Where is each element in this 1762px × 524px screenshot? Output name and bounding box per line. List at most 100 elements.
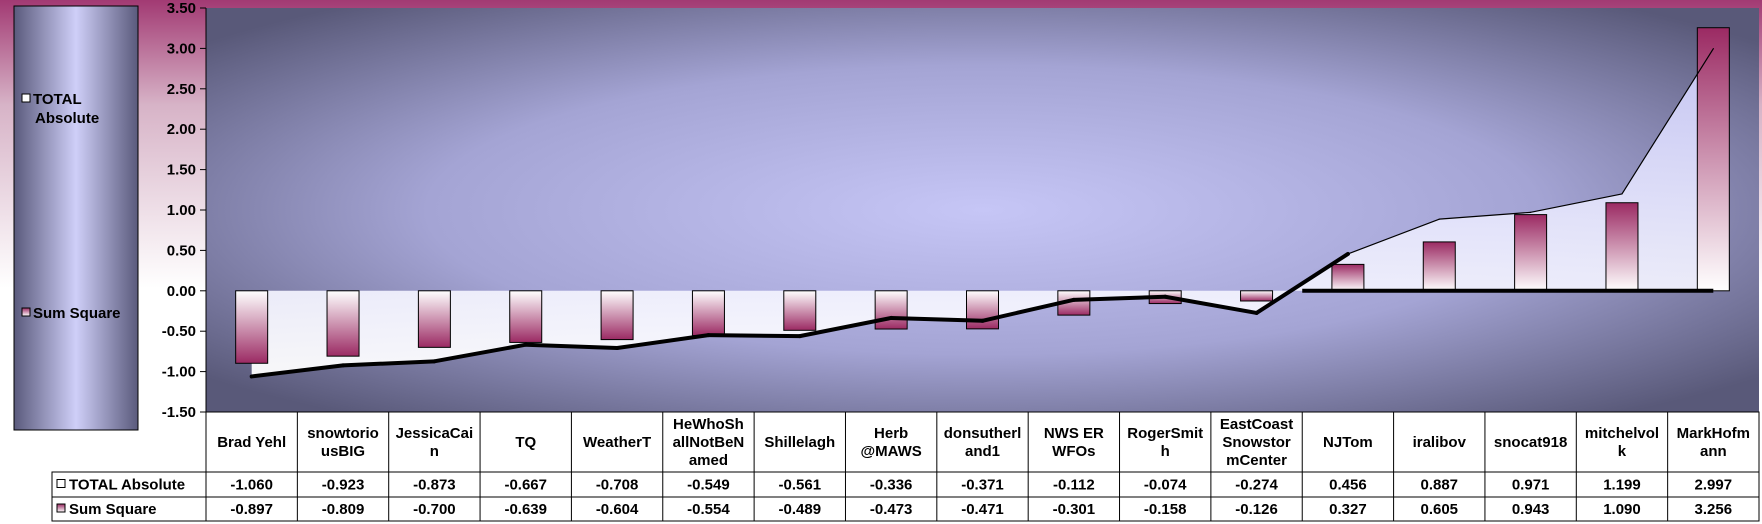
category-label: NWS ER: [1044, 425, 1104, 442]
y-tick-label: 1.00: [167, 202, 196, 219]
table-row-header: TOTAL Absolute: [69, 477, 185, 494]
bar: [874, 290, 908, 330]
category-label: Herb: [874, 425, 908, 442]
bar: [326, 290, 360, 357]
y-tick-label: 0.00: [167, 283, 196, 300]
bar: [1514, 214, 1548, 292]
area-outline-segment: [1621, 48, 1714, 195]
table-cell: 1.199: [1603, 477, 1641, 494]
category-label: snowtorio: [307, 425, 379, 442]
area-outline-segment: [980, 297, 1076, 323]
category-label: Shillelagh: [764, 434, 835, 451]
table-cell: 3.256: [1695, 501, 1733, 518]
area-outline-segment: [249, 363, 346, 379]
area-outline-segment: [1530, 193, 1623, 213]
legend-label: Sum Square: [33, 305, 121, 322]
table-cell: -0.549: [687, 477, 730, 494]
legend-key: [21, 93, 31, 103]
category-label: snocat918: [1494, 434, 1567, 451]
bar: [1240, 290, 1274, 302]
y-axis: 3.50 3.00 2.50 2.00 1.50 1.00 0.50 0.00 -0.50 -1.…: [162, 0, 207, 421]
table-cell: 0.971: [1512, 477, 1550, 494]
table-cell: -0.923: [322, 477, 365, 494]
category-label: and1: [965, 443, 1000, 460]
category-label: amed: [689, 452, 728, 469]
y-tick-label: -0.50: [162, 323, 196, 340]
y-tick-label: -1.00: [162, 364, 196, 381]
category-label: n: [430, 443, 439, 460]
bar: [417, 290, 451, 348]
area-outline-segment: [1254, 251, 1350, 315]
table-cell: -0.489: [779, 501, 822, 518]
legend-key: [21, 307, 31, 317]
table-cell: 1.090: [1603, 501, 1641, 518]
area-outline-segment: [1071, 294, 1168, 302]
table-legend-key: [56, 503, 66, 513]
table-header-row: [205, 411, 1760, 473]
category-label: Brad Yehl: [217, 434, 286, 451]
table-cell: -1.060: [230, 477, 273, 494]
category-label: @MAWS: [860, 443, 921, 460]
category-label: mCenter: [1226, 452, 1287, 469]
table-cell: -0.473: [870, 501, 913, 518]
legend: TOTAL Absolute Sum Square: [13, 5, 139, 431]
category-label: NJTom: [1323, 434, 1373, 451]
category-label: JessicaCai: [396, 425, 474, 442]
bar: [600, 290, 634, 341]
category-label: HeWhoSh: [673, 416, 744, 433]
table-cell: -0.336: [870, 477, 913, 494]
category-label: h: [1161, 443, 1170, 460]
category-label: allNotBeN: [673, 434, 745, 451]
bar: [966, 290, 999, 330]
category-label: Snowstor: [1222, 434, 1290, 451]
bar: [691, 290, 725, 337]
table-cell: 2.997: [1695, 477, 1733, 494]
area-outline-segment: [523, 342, 620, 351]
table-cell: 0.943: [1512, 501, 1550, 518]
category-label: k: [1618, 443, 1627, 460]
table-cell: -0.112: [1053, 477, 1095, 494]
table-cell: -0.471: [961, 501, 1004, 518]
area-outline-segment: [1438, 211, 1532, 220]
table-cell: -0.667: [504, 477, 547, 494]
total-absolute-outline: [249, 48, 1714, 379]
area-outline-segment: [1347, 218, 1440, 255]
category-label: WFOs: [1052, 443, 1095, 460]
table-cell: -0.561: [779, 477, 822, 494]
legend-label: Absolute: [35, 110, 99, 127]
area-outline-segment: [889, 315, 985, 323]
table-cell: -0.554: [687, 501, 730, 518]
table-cell: -0.708: [596, 477, 639, 494]
table-cell: -0.301: [1053, 501, 1096, 518]
table-cell: -0.274: [1235, 477, 1278, 494]
y-tick-label: 2.50: [167, 81, 196, 98]
category-label: MarkHofm: [1677, 425, 1750, 442]
table-cell: 0.605: [1420, 501, 1458, 518]
y-tick-label: 3.00: [167, 40, 196, 57]
table-cell: -0.126: [1235, 501, 1278, 518]
category-label: RogerSmit: [1127, 425, 1203, 442]
area-outline-segment: [706, 333, 802, 339]
table-cell: -0.158: [1144, 501, 1187, 518]
table-cell: -0.700: [413, 501, 456, 518]
bar: [1422, 241, 1456, 292]
table-cell: 0.887: [1420, 477, 1458, 494]
y-tick-label: 2.00: [167, 121, 196, 138]
category-label: donsutherl: [944, 425, 1022, 442]
bar: [1331, 263, 1365, 292]
table-cell: -0.897: [230, 501, 273, 518]
table-cell: -0.074: [1144, 477, 1187, 494]
category-label: usBIG: [321, 443, 365, 460]
bar: [235, 290, 269, 364]
table-legend-key: [56, 479, 66, 488]
area-outline-segment: [341, 359, 437, 368]
table-cell: -0.809: [322, 501, 365, 518]
category-label: mitchelvol: [1585, 425, 1659, 442]
y-tick-label: 1.50: [167, 162, 196, 179]
bar: [1696, 27, 1730, 292]
area-outline-segment: [797, 315, 894, 339]
table-cell: -0.371: [961, 477, 1004, 494]
y-tick-label: -1.50: [162, 404, 196, 421]
